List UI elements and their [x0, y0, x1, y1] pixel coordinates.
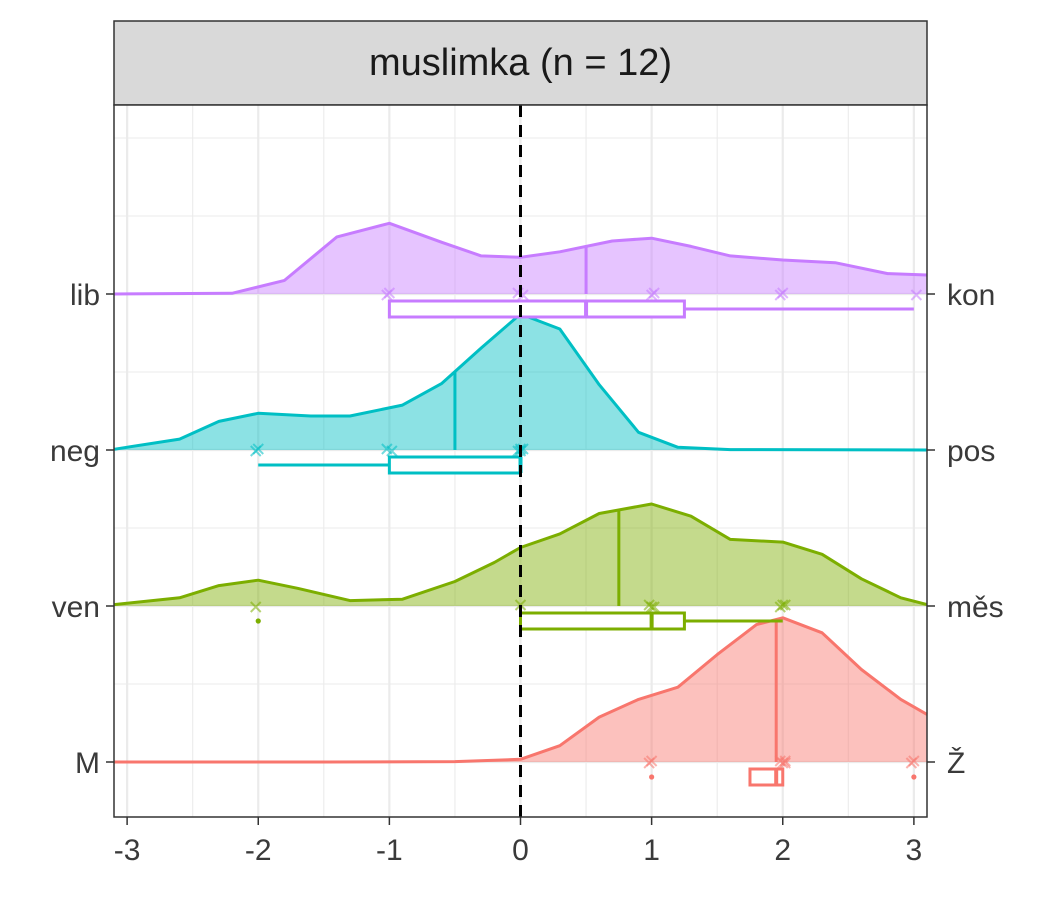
data-point-stroke [779, 757, 791, 769]
data-point [779, 755, 791, 767]
box-outlier [911, 774, 917, 780]
density-line [114, 616, 928, 764]
x-tick-label: -2 [245, 834, 272, 867]
x-tick-label: -1 [376, 834, 403, 867]
y-label-left: M [75, 747, 100, 780]
data-point [777, 599, 789, 611]
y-label-right: měs [947, 591, 1004, 624]
series-Ž [114, 616, 928, 787]
data-point-stroke [386, 445, 398, 457]
data-point-stroke [648, 287, 660, 299]
y-label-left: ven [52, 591, 100, 624]
density-line [113, 312, 928, 452]
data-point-stroke [383, 287, 396, 299]
panel-title: muslimka (n = 12) [369, 42, 672, 84]
x-tick-label: 3 [906, 834, 923, 867]
density-line [113, 221, 928, 296]
data-point [645, 755, 658, 767]
data-point [383, 287, 396, 299]
x-tick-label: 0 [512, 834, 529, 867]
density-area [114, 617, 927, 762]
strip-background [113, 20, 928, 106]
data-point-stroke [381, 443, 393, 455]
data-point-stroke [910, 289, 923, 301]
y-label-right: pos [947, 435, 995, 468]
box-outlier [255, 618, 261, 624]
data-point-stroke [779, 755, 791, 767]
x-tick-label: -3 [114, 834, 141, 867]
y-label-left: neg [50, 435, 100, 468]
series-pos [113, 312, 928, 475]
box-body [387, 299, 686, 319]
panel-strip: muslimka (n = 12) [113, 20, 928, 106]
plot-area [113, 104, 928, 818]
density-line [113, 502, 928, 607]
data-point-stroke [777, 599, 789, 611]
data-point-stroke [648, 601, 660, 613]
data-point-stroke [645, 601, 658, 613]
data-point [252, 443, 264, 455]
y-label-right: kon [947, 279, 995, 312]
data-point-stroke [250, 601, 262, 613]
data-point-stroke [908, 755, 920, 767]
y-label-left: lib [70, 279, 100, 312]
box-body [387, 455, 522, 475]
data-point-stroke [517, 289, 529, 301]
data-point [381, 443, 393, 455]
data-point [648, 287, 660, 299]
y-label-right: Ž [947, 747, 965, 780]
data-point [645, 601, 658, 613]
data-point-stroke [777, 287, 789, 299]
data-point [910, 289, 923, 301]
data-point [908, 755, 920, 767]
data-point-stroke [252, 443, 264, 455]
x-tick-label: 2 [774, 834, 791, 867]
data-point [777, 287, 789, 299]
box-body [519, 611, 686, 631]
series-kon [113, 221, 928, 319]
x-tick-label: 1 [643, 834, 660, 867]
box-outlier [649, 774, 655, 780]
data-point [250, 601, 262, 613]
data-point-stroke [645, 755, 658, 767]
